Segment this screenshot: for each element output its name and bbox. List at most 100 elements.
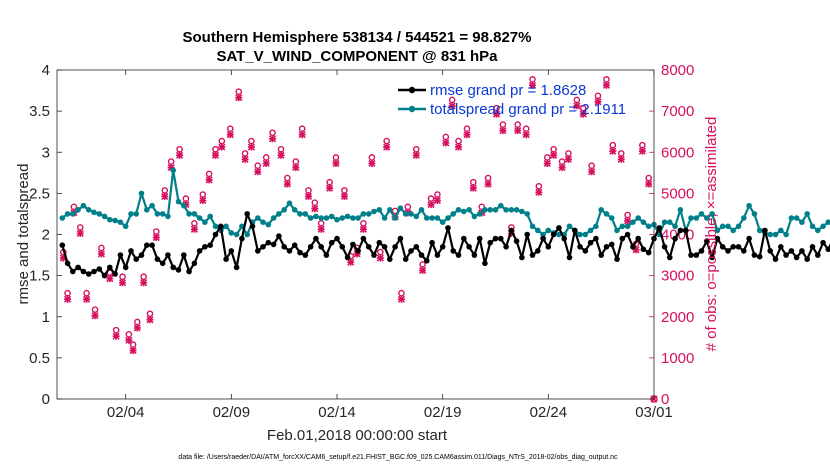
series-point-rmse — [793, 254, 800, 261]
series-point-totalspread — [804, 211, 810, 217]
series-point-rmse — [587, 239, 594, 246]
series-point-rmse — [175, 267, 182, 273]
y-tick-label: 0 — [42, 391, 50, 408]
series-point-totalspread — [80, 202, 87, 209]
series-point-rmse — [804, 256, 810, 263]
legend-text-rmse: rmse grand pr = 1.8628 — [430, 82, 586, 99]
series-point-rmse — [815, 252, 821, 258]
series-point-rmse — [392, 244, 398, 250]
obs-assimilated-marker — [83, 295, 91, 303]
obs-assimilated-marker — [528, 81, 537, 89]
series-point-totalspread — [75, 207, 81, 213]
series-point-totalspread — [191, 211, 198, 217]
series-point-totalspread — [772, 231, 779, 238]
series-point-rmse — [313, 235, 319, 242]
series-point-rmse — [149, 242, 155, 248]
obs-assimilated-marker — [427, 201, 435, 209]
y2-tick-label: 5000 — [661, 185, 694, 202]
obs-assimilated-marker — [645, 180, 653, 188]
series-point-totalspread — [122, 223, 129, 230]
y2-tick-label: 3000 — [661, 268, 694, 285]
series-point-rmse — [656, 225, 663, 231]
series-point-totalspread — [799, 219, 805, 225]
series-point-rmse — [556, 225, 562, 231]
series-point-rmse — [429, 239, 435, 246]
x-tick-label: 02/24 — [530, 404, 568, 421]
obs-assimilated-marker — [412, 151, 420, 159]
chart-subtitle: SAT_V_WIND_COMPONENT @ 831 hPa — [216, 48, 498, 65]
series-point-rmse — [498, 235, 504, 242]
obs-assimilated-marker — [573, 102, 581, 110]
series-point-totalspread — [577, 231, 583, 238]
series-point-totalspread — [260, 219, 266, 225]
obs-assimilated-marker — [106, 275, 114, 283]
series-point-totalspread — [614, 227, 620, 234]
series-point-rmse — [730, 244, 736, 250]
series-point-totalspread — [265, 221, 272, 228]
series-point-rmse — [365, 244, 372, 250]
series-point-rmse — [698, 248, 705, 254]
obs-assimilated-marker — [133, 324, 141, 332]
series-point-totalspread — [645, 223, 652, 230]
obs-assimilated-marker — [579, 110, 587, 118]
series-point-totalspread — [498, 202, 504, 209]
series-point-totalspread — [788, 215, 795, 221]
obs-assimilated-marker — [140, 279, 148, 287]
series-point-totalspread — [587, 227, 594, 234]
series-point-rmse — [799, 248, 805, 254]
series-point-totalspread — [302, 211, 309, 217]
obs-assimilated-marker — [514, 127, 522, 135]
series-point-totalspread — [91, 209, 97, 216]
series-point-totalspread — [165, 213, 171, 220]
obs-assimilated-marker — [277, 151, 285, 159]
series-point-rmse — [70, 268, 76, 275]
series-point-totalspread — [70, 211, 76, 217]
series-point-totalspread — [144, 207, 150, 213]
series-point-totalspread — [471, 213, 478, 220]
series-point-totalspread — [619, 223, 626, 230]
series-point-rmse — [513, 238, 520, 244]
series-point-totalspread — [392, 215, 398, 221]
x-tick-label: 02/14 — [318, 404, 356, 421]
series-point-rmse — [661, 244, 668, 250]
series-point-totalspread — [387, 207, 393, 213]
series-point-totalspread — [254, 215, 261, 221]
series-point-totalspread — [672, 223, 678, 230]
obs-assimilated-marker — [368, 159, 376, 168]
series-point-rmse — [572, 227, 578, 234]
series-point-rmse — [709, 254, 715, 261]
series-point-totalspread — [809, 223, 816, 230]
series-point-totalspread — [434, 215, 441, 221]
obs-assimilated-marker — [241, 155, 249, 163]
y2-tick-label: 1000 — [661, 350, 694, 367]
data-file-footnote: data file: /Users/raeder/DAI/ATM_forcXX/… — [178, 454, 618, 461]
obs-assimilated-marker — [617, 155, 625, 163]
series-point-totalspread — [418, 207, 425, 213]
y-tick-label: 2 — [42, 227, 50, 244]
series-point-rmse — [334, 235, 340, 242]
series-point-rmse — [756, 253, 763, 260]
obs-assimilated-marker — [448, 102, 456, 110]
series-point-totalspread — [334, 216, 340, 223]
series-point-rmse — [608, 241, 615, 248]
series-point-totalspread — [455, 207, 462, 213]
series-point-rmse — [381, 244, 388, 250]
series-point-totalspread — [408, 211, 414, 217]
series-point-totalspread — [175, 198, 182, 205]
series-point-rmse — [455, 252, 462, 258]
obs-assimilated-marker — [499, 127, 507, 135]
chart-title: Southern Hemisphere 538134 / 544521 = 98… — [183, 29, 532, 46]
obs-assimilated-marker — [397, 295, 406, 303]
series-point-totalspread — [202, 219, 208, 225]
series-point-rmse — [133, 256, 139, 263]
series-point-rmse — [281, 244, 288, 250]
series-point-totalspread — [159, 211, 166, 217]
series-point-totalspread — [815, 227, 821, 234]
obs-assimilated-marker — [152, 233, 160, 242]
series-point-rmse — [297, 249, 303, 256]
series-point-rmse — [265, 239, 272, 246]
series-point-rmse — [276, 233, 282, 239]
obs-assimilated-marker — [59, 254, 67, 262]
series-point-rmse — [762, 227, 768, 234]
y-tick-label: 1.5 — [29, 268, 50, 285]
